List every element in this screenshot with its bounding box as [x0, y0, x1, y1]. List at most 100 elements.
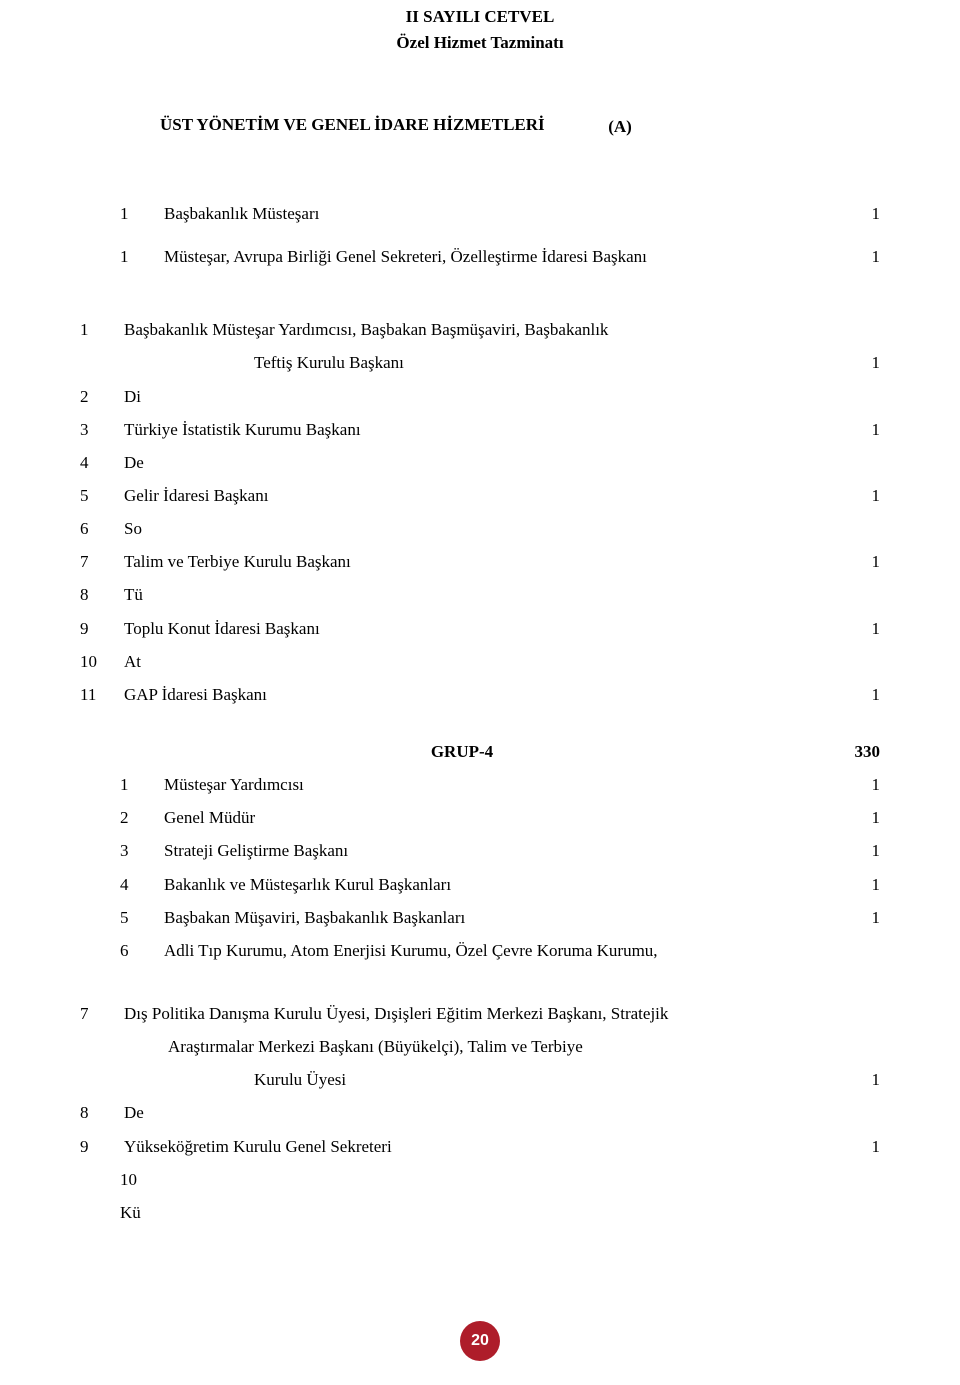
row-number: 9 — [80, 1130, 124, 1163]
row-text: Adli Tıp Kurumu, Atom Enerjisi Kurumu, Ö… — [164, 934, 840, 967]
row-text: Türkiye İstatistik Kurumu Başkanı — [124, 413, 840, 446]
list-item: 4 De — [80, 446, 880, 479]
row-value: 1 — [840, 901, 880, 934]
list-item: 1 Müsteşar Yardımcısı 1 — [80, 768, 880, 801]
row-value: 1 — [840, 413, 880, 446]
list-item: 7 Dış Politika Danışma Kurulu Üyesi, Dış… — [80, 997, 880, 1030]
list-item: 1 Müsteşar, Avrupa Birliği Genel Sekrete… — [80, 240, 880, 273]
list-item: 9 Yükseköğretim Kurulu Genel Sekreteri 1 — [80, 1130, 880, 1163]
row-text: Müsteşar, Avrupa Birliği Genel Sekreteri… — [164, 240, 840, 273]
list-item: 1 Başbakanlık Müsteşar Yardımcısı, Başba… — [80, 313, 880, 346]
row-text: Müsteşar Yardımcısı — [164, 768, 840, 801]
row-text: Di — [124, 380, 840, 413]
row-text: Talim ve Terbiye Kurulu Başkanı — [124, 545, 840, 578]
row-number: 1 — [80, 768, 164, 801]
list-item: 8 Tü — [80, 578, 880, 611]
list-item: 6 So — [80, 512, 880, 545]
row-text: Başbakanlık Müsteşar Yardımcısı, Başbaka… — [124, 313, 840, 346]
row-number: 5 — [80, 479, 124, 512]
row-value: 1 — [840, 479, 880, 512]
row-value: 1 — [840, 1130, 880, 1163]
row-number: 5 — [80, 901, 164, 934]
row-value: 1 — [840, 240, 880, 273]
row-text: Bakanlık ve Müsteşarlık Kurul Başkanları — [164, 868, 840, 901]
row-value: 1 — [840, 346, 880, 379]
list-item: 2 Genel Müdür 1 — [80, 801, 880, 834]
row-number: 8 — [80, 1096, 124, 1129]
row-number: 7 — [80, 997, 124, 1030]
row-text: Başbakan Müşaviri, Başbakanlık Başkanlar… — [164, 901, 840, 934]
row-text: Genel Müdür — [164, 801, 840, 834]
top-list: 1 Başbakanlık Müsteşarı 1 1 Müsteşar, Av… — [80, 197, 880, 273]
row-text: Dış Politika Danışma Kurulu Üyesi, Dışiş… — [124, 997, 840, 1030]
row-number: 1 — [80, 240, 164, 273]
row-value: 1 — [840, 678, 880, 711]
row-number: 10 — [80, 645, 124, 678]
row-value: 1 — [840, 801, 880, 834]
row-text: Teftiş Kurulu Başkanı — [124, 346, 840, 379]
list-item: 3 Türkiye İstatistik Kurumu Başkanı 1 — [80, 413, 880, 446]
row-text: Strateji Geliştirme Başkanı — [164, 834, 840, 867]
list-item: 5 Başbakan Müşaviri, Başbakanlık Başkanl… — [80, 901, 880, 934]
title-line-1: II SAYILI CETVEL — [80, 4, 880, 30]
bottom-list: 7 Dış Politika Danışma Kurulu Üyesi, Dış… — [80, 997, 880, 1229]
row-value: 1 — [840, 612, 880, 645]
row-text: De — [124, 1096, 840, 1129]
list-item: 9 Toplu Konut İdaresi Başkanı 1 — [80, 612, 880, 645]
row-text: At — [124, 645, 840, 678]
row-text: Yükseköğretim Kurulu Genel Sekreteri — [124, 1130, 840, 1163]
row-value: 1 — [840, 834, 880, 867]
list-item: 6 Adli Tıp Kurumu, Atom Enerjisi Kurumu,… — [80, 934, 880, 967]
row-value: 1 — [840, 768, 880, 801]
row-number: 6 — [80, 934, 164, 967]
page-number: 20 — [471, 1332, 489, 1350]
row-value: 1 — [840, 197, 880, 230]
row-text: Kurulu Üyesi — [124, 1063, 840, 1096]
row-text: De — [124, 446, 840, 479]
list-item: Kurulu Üyesi 1 — [80, 1063, 880, 1096]
list-item: Araştırmalar Merkezi Başkanı (Büyükelçi)… — [80, 1030, 880, 1063]
row-text: Gelir İdaresi Başkanı — [124, 479, 840, 512]
list-item: 10 — [80, 1163, 880, 1196]
row-number: 1 — [80, 313, 124, 346]
row-text: GAP İdaresi Başkanı — [124, 678, 840, 711]
row-number: 9 — [80, 612, 124, 645]
row-value: 1 — [840, 1063, 880, 1096]
list-item: 7 Talim ve Terbiye Kurulu Başkanı 1 — [80, 545, 880, 578]
row-text: Toplu Konut İdaresi Başkanı — [124, 612, 840, 645]
list-item: Kü — [80, 1196, 880, 1229]
row-number: 3 — [80, 834, 164, 867]
row-value: 1 — [840, 868, 880, 901]
row-number: Kü — [80, 1196, 164, 1229]
row-number: 6 — [80, 512, 124, 545]
row-number: 1 — [80, 197, 164, 230]
row-number: 2 — [80, 380, 124, 413]
row-text: So — [124, 512, 840, 545]
row-text: Başbakanlık Müsteşarı — [164, 197, 840, 230]
list-item: 4 Bakanlık ve Müsteşarlık Kurul Başkanla… — [80, 868, 880, 901]
list-item: 8 De — [80, 1096, 880, 1129]
row-number: 10 — [80, 1163, 164, 1196]
list-item: 2 Di — [80, 380, 880, 413]
list-item: 3 Strateji Geliştirme Başkanı 1 — [80, 834, 880, 867]
title-line-2: Özel Hizmet Tazminatı — [80, 30, 880, 56]
list-item: 1 Başbakanlık Müsteşarı 1 — [80, 197, 880, 230]
row-number: 7 — [80, 545, 124, 578]
row-number: 3 — [80, 413, 124, 446]
row-number: 8 — [80, 578, 124, 611]
row-text: Araştırmalar Merkezi Başkanı (Büyükelçi)… — [124, 1030, 840, 1063]
list-item: 5 Gelir İdaresi Başkanı 1 — [80, 479, 880, 512]
row-number: 4 — [80, 446, 124, 479]
row-number: 4 — [80, 868, 164, 901]
main-list: 1 Başbakanlık Müsteşar Yardımcısı, Başba… — [80, 313, 880, 711]
document-title-block: II SAYILI CETVEL Özel Hizmet Tazminatı — [80, 0, 880, 55]
row-number: 11 — [80, 678, 124, 711]
row-text: Tü — [124, 578, 840, 611]
row-number: 2 — [80, 801, 164, 834]
list-item: 11 GAP İdaresi Başkanı 1 — [80, 678, 880, 711]
group4-list: 1 Müsteşar Yardımcısı 1 2 Genel Müdür 1 … — [80, 768, 880, 967]
group-header: GRUP-4 330 — [80, 735, 880, 768]
list-item: 10 At — [80, 645, 880, 678]
row-value: 1 — [840, 545, 880, 578]
page-number-badge: 20 — [460, 1321, 500, 1361]
